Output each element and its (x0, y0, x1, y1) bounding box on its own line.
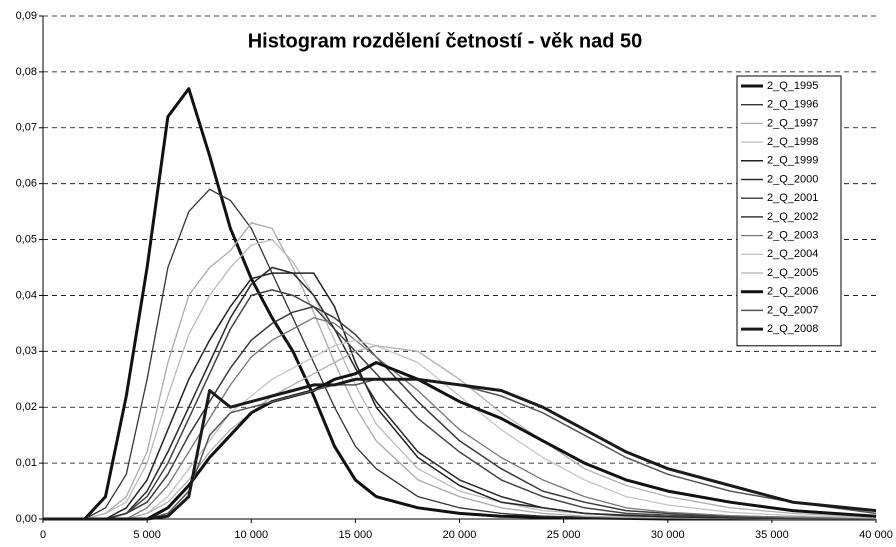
y-tick-label: 0,02 (16, 401, 37, 413)
x-tick-label: 20 000 (443, 529, 477, 541)
series-line (43, 377, 877, 521)
y-tick-label: 0,05 (16, 233, 37, 245)
x-tick-label: 40 000 (859, 529, 893, 541)
x-tick-label: 10 000 (234, 529, 268, 541)
legend: 2_Q_1995 2_Q_1996 2_Q_1997 2_Q_1998 2_Q_1999… (736, 75, 842, 347)
legend-label: 2_Q_1999 (767, 155, 818, 167)
legend-label: 2_Q_1998 (767, 136, 818, 148)
legend-label: 2_Q_2001 (767, 192, 818, 204)
legend-label: 2_Q_1996 (767, 99, 818, 111)
y-tick-label: 0,00 (16, 513, 37, 525)
legend-label: 2_Q_1995 (767, 80, 818, 92)
series-line (43, 222, 876, 520)
legend-label: 2_Q_2003 (767, 230, 818, 242)
x-tick-label: 0 (40, 529, 46, 541)
x-tick-label: 15 000 (339, 529, 373, 541)
series-line (43, 345, 877, 520)
y-tick-label: 0,03 (16, 345, 37, 357)
chart-title: Histogram rozdělení četností - věk nad 5… (248, 30, 643, 52)
legend-label: 2_Q_2005 (767, 267, 818, 279)
x-tick-label: 35 000 (755, 529, 789, 541)
legend-label: 2_Q_1997 (767, 117, 818, 129)
legend-label: 2_Q_2000 (767, 173, 818, 185)
legend-label: 2_Q_2004 (767, 248, 818, 260)
legend-label: 2_Q_2008 (767, 323, 818, 335)
legend-box (736, 75, 842, 347)
legend-label: 2_Q_2002 (767, 211, 818, 223)
series-line (43, 305, 877, 520)
legend-label: 2_Q_2007 (767, 304, 818, 316)
y-tick-label: 0,07 (16, 122, 37, 134)
y-tick-label: 0,06 (16, 178, 37, 190)
series-line (43, 317, 877, 520)
y-tick-label: 0,08 (16, 66, 37, 78)
y-tick-label: 0,04 (16, 289, 37, 301)
y-tick-label: 0,09 (16, 10, 37, 22)
x-tick-label: 25 000 (547, 529, 581, 541)
series-line (43, 289, 877, 520)
x-tick-label: 5 000 (133, 529, 161, 541)
x-tick-label: 30 000 (651, 529, 685, 541)
y-tick-label: 0,01 (16, 457, 37, 469)
legend-label: 2_Q_2006 (767, 286, 818, 298)
series-line (43, 339, 877, 520)
